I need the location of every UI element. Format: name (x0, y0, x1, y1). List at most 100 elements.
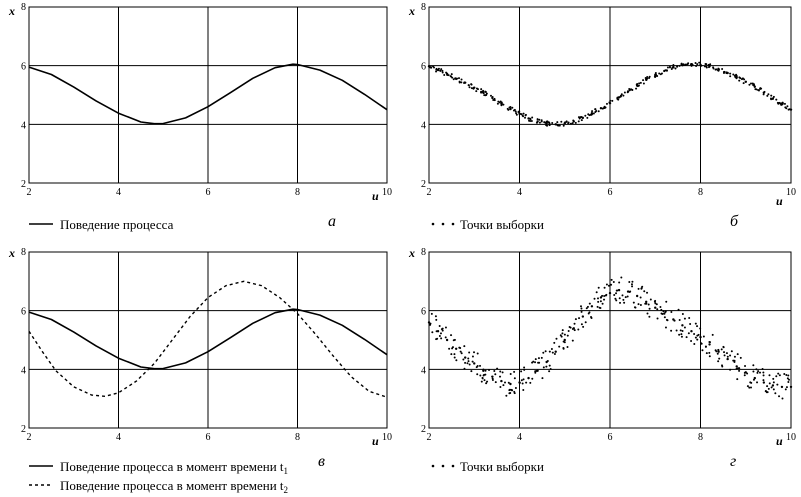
data-point (572, 120, 575, 123)
sample-point (629, 290, 632, 293)
y-axis-label: x (8, 246, 15, 260)
sample-point (770, 94, 773, 97)
sample-point (660, 72, 663, 75)
sample-point (762, 374, 765, 377)
sample-point (622, 94, 625, 97)
sample-point (766, 385, 769, 388)
data-point (780, 385, 784, 389)
sample-point (700, 64, 703, 67)
sample-point (483, 379, 486, 382)
x-tick-label: 10 (786, 432, 796, 443)
sample-point (485, 92, 488, 95)
sample-point (694, 336, 697, 339)
sample-point (557, 124, 560, 127)
data-point (771, 97, 775, 100)
sample-point (738, 369, 741, 372)
sample-point (435, 70, 438, 73)
sample-point (571, 339, 574, 342)
sample-point (712, 66, 715, 69)
x-tick-label: 8 (295, 432, 300, 443)
data-point (626, 90, 630, 93)
sample-point (453, 353, 456, 356)
sample-point (622, 298, 625, 301)
sample-point (580, 323, 583, 326)
sample-point (549, 368, 552, 371)
sample-point (507, 108, 510, 111)
sample-point (603, 298, 606, 301)
sample-point (501, 371, 504, 374)
sample-point (562, 346, 565, 349)
sample-point (476, 352, 479, 355)
sample-point (605, 102, 608, 105)
sample-point (767, 387, 770, 390)
data-point (699, 335, 702, 339)
sample-point (486, 380, 489, 383)
sample-point (522, 378, 525, 381)
legend-swatch-dot (431, 222, 435, 226)
sample-point (540, 356, 543, 359)
sample-point (563, 333, 566, 336)
sample-point (476, 373, 479, 376)
sample-point (482, 374, 485, 377)
sample-point (522, 388, 525, 391)
sample-point (690, 339, 693, 342)
legend-swatch-dot (441, 222, 445, 226)
sample-point (541, 377, 544, 380)
sample-point (530, 119, 533, 122)
sample-point (680, 333, 683, 336)
x-tick-label: 8 (698, 187, 703, 198)
sample-point (754, 88, 757, 91)
plot-frame (428, 251, 792, 429)
y-tick-label: 4 (421, 120, 426, 131)
sample-point (701, 349, 704, 352)
sample-point (592, 112, 595, 115)
sample-point (463, 345, 466, 348)
sample-point (601, 302, 604, 305)
sample-point (435, 318, 438, 321)
sample-point (538, 121, 541, 124)
sample-point (510, 389, 513, 392)
sample-point (467, 84, 470, 87)
sample-point (681, 64, 684, 67)
sample-point (482, 92, 485, 95)
sample-point (648, 307, 651, 310)
data-point (554, 350, 557, 353)
sample-point (459, 350, 462, 353)
sample-point (440, 337, 443, 340)
sample-point (479, 364, 482, 367)
y-tick-label: 2 (21, 424, 26, 435)
data-point (599, 107, 603, 110)
x-tick-label: 6 (608, 187, 613, 198)
sample-point (628, 88, 631, 91)
sample-point (531, 361, 534, 364)
sample-point (584, 321, 587, 324)
series-line-1 (28, 308, 388, 370)
sample-point (759, 371, 762, 374)
sample-point (736, 353, 739, 356)
sample-point (730, 350, 733, 353)
sample-point (529, 381, 532, 384)
sample-point (648, 315, 651, 318)
legend-swatch-dot (431, 464, 435, 468)
legend-subscript: 2 (284, 485, 289, 495)
sample-point (437, 67, 440, 70)
sample-point (607, 284, 610, 287)
sample-point (488, 368, 491, 371)
sample-point (743, 374, 746, 377)
sample-point (480, 380, 483, 383)
sample-point (561, 329, 564, 332)
y-tick-label: 8 (21, 247, 26, 258)
sample-point (636, 82, 639, 85)
sample-point (492, 99, 495, 102)
x-tick-label: 4 (517, 187, 522, 198)
series-line-1 (28, 63, 388, 125)
sample-point (658, 72, 661, 75)
sample-point (453, 338, 456, 341)
sample-point (493, 370, 496, 373)
sample-point (762, 379, 765, 382)
sample-point (579, 305, 582, 308)
sample-point (772, 381, 775, 384)
x-tick-label: 8 (698, 432, 703, 443)
sample-point (523, 368, 526, 371)
sample-point (624, 296, 627, 299)
